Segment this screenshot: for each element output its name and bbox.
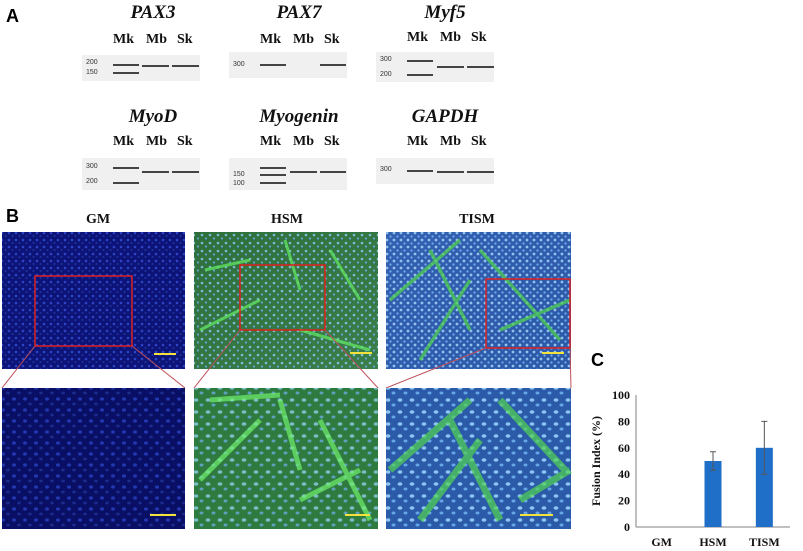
gel-title: GAPDH (411, 106, 479, 127)
ladder-label: 200 (380, 71, 392, 78)
fusion-index-chart: Fusion Index (%) 0 20 40 60 80 100 GM HSM TISM (589, 388, 790, 549)
micrograph-hsm-zoom (194, 388, 378, 529)
gel-band (407, 74, 433, 76)
micrograph-hsm-overview (194, 232, 378, 369)
y-tick-label: 60 (618, 441, 630, 455)
error-bar-hsm (710, 451, 716, 471)
ladder-label: 150 (86, 69, 98, 76)
lane-label: Mb (440, 30, 461, 45)
gel-band (437, 171, 464, 173)
bar-tism (755, 447, 773, 527)
lane-label: Mk (407, 134, 428, 149)
lane-label: Sk (177, 32, 193, 47)
gel-band (260, 174, 286, 176)
gel-band (172, 65, 199, 67)
micrograph-gm-overview (2, 232, 185, 369)
lane-label: Mb (440, 134, 461, 149)
lane-label: Sk (177, 134, 193, 149)
ladder-label: 300 (380, 56, 392, 63)
lane-label: Sk (324, 134, 340, 149)
gel-band (260, 167, 286, 169)
panel-b-label: B (6, 206, 19, 226)
lane-label: Mk (260, 134, 281, 149)
lane-label: Sk (471, 134, 487, 149)
micrograph-tism-overview (386, 232, 571, 369)
lane-label: Mb (293, 134, 314, 149)
gel-band (437, 66, 464, 68)
gel-title: Myogenin (259, 106, 339, 127)
gel-band (320, 171, 346, 173)
ladder-label: 300 (380, 166, 392, 173)
gel-band (320, 64, 346, 66)
bar-hsm (704, 461, 722, 527)
y-tick-label: 40 (618, 467, 630, 481)
gel-band (113, 64, 139, 66)
lane-label: Mk (113, 32, 134, 47)
condition-title-tism: TISM (459, 212, 495, 227)
panel-c-label: C (591, 350, 604, 370)
gel-band (113, 72, 139, 74)
ladder-label: 200 (86, 178, 98, 185)
gel-image (229, 158, 347, 190)
lane-label: Mk (260, 32, 281, 47)
gel-band (113, 182, 139, 184)
y-tick-label: 100 (612, 388, 630, 402)
condition-title-gm: GM (85, 212, 111, 227)
y-tick-label: 80 (618, 414, 630, 428)
x-tick-label: TISM (749, 535, 780, 549)
gel-band (260, 182, 286, 184)
roi-box (34, 275, 133, 347)
micrograph-gm-zoom (2, 388, 185, 529)
gel-band (113, 167, 139, 169)
zoom-connectors (1, 329, 572, 389)
gel-band (142, 65, 169, 67)
lane-label: Mb (146, 32, 167, 47)
roi-box (239, 264, 326, 331)
y-axis-label: Fusion Index (%) (589, 416, 603, 506)
gel-title: PAX3 (130, 2, 176, 23)
gel-band (467, 171, 494, 173)
gel-image (82, 158, 200, 190)
x-tick-label: HSM (699, 535, 726, 549)
ladder-label: 150 (233, 171, 245, 178)
gel-band (290, 171, 317, 173)
micrograph-tism-zoom (386, 388, 572, 529)
gel-title: MyoD (128, 106, 178, 127)
lane-label: Mb (293, 32, 314, 47)
gel-title: PAX7 (276, 2, 322, 23)
gel-band (260, 64, 286, 66)
error-bar-tism (761, 420, 768, 475)
gel-title: Myf5 (424, 2, 466, 23)
gel-band (142, 171, 169, 173)
lane-label: Sk (324, 32, 340, 47)
ladder-label: 100 (233, 180, 245, 187)
lane-label: Mk (407, 30, 428, 45)
ladder-label: 200 (86, 59, 98, 66)
panel-a-label: A (6, 6, 19, 26)
roi-box (485, 278, 571, 349)
gel-band (407, 170, 433, 172)
condition-title-hsm: HSM (271, 212, 303, 227)
x-tick-label: GM (651, 535, 672, 549)
gel-band (407, 60, 433, 62)
gel-band (172, 171, 199, 173)
gel-image (82, 55, 200, 81)
lane-label: Mb (146, 134, 167, 149)
y-tick-label: 20 (618, 494, 630, 508)
lane-label: Mk (113, 134, 134, 149)
ladder-label: 300 (233, 61, 245, 68)
gel-band (467, 66, 494, 68)
y-tick-label: 0 (624, 520, 630, 534)
ladder-label: 300 (86, 163, 98, 170)
lane-label: Sk (471, 30, 487, 45)
